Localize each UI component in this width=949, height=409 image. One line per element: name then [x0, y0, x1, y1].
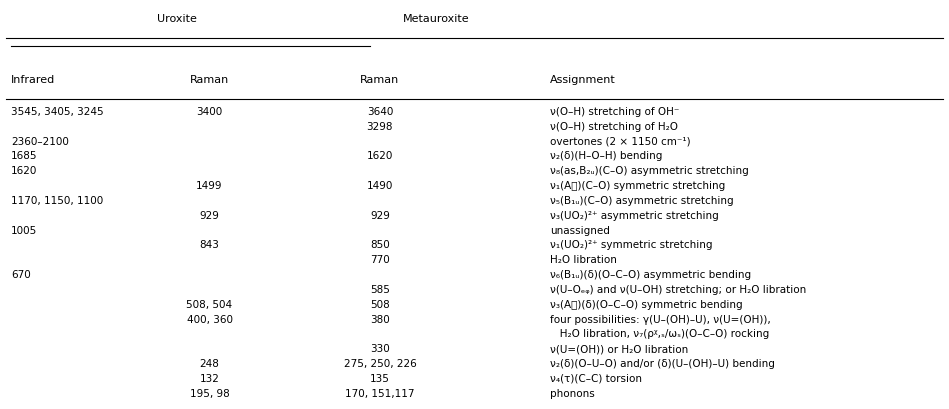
Text: Uroxite: Uroxite [157, 13, 196, 24]
Text: H₂O libration, ν₇(ρᵡ,ₛ/ωₛ)(O–C–O) rocking: H₂O libration, ν₇(ρᵡ,ₛ/ωₛ)(O–C–O) rockin… [550, 329, 770, 339]
Text: ν₂(δ)(O–U–O) and/or (δ)(U–(OH)–U) bending: ν₂(δ)(O–U–O) and/or (δ)(U–(OH)–U) bendin… [550, 359, 775, 369]
Text: unassigned: unassigned [550, 226, 610, 236]
Text: ν(U–Oₑᵩ) and ν(U–OH) stretching; or H₂O libration: ν(U–Oₑᵩ) and ν(U–OH) stretching; or H₂O … [550, 285, 807, 295]
Text: 850: 850 [370, 240, 390, 250]
Text: phonons: phonons [550, 389, 595, 399]
Text: 400, 360: 400, 360 [187, 315, 233, 325]
Text: 1499: 1499 [196, 181, 223, 191]
Text: 3400: 3400 [196, 107, 223, 117]
Text: 508: 508 [370, 300, 390, 310]
Text: Raman: Raman [190, 74, 229, 85]
Text: 670: 670 [10, 270, 30, 280]
Text: Metauroxite: Metauroxite [403, 13, 470, 24]
Text: 585: 585 [370, 285, 390, 295]
Text: 380: 380 [370, 315, 390, 325]
Text: ν₈(as,B₂ᵤ)(C–O) asymmetric stretching: ν₈(as,B₂ᵤ)(C–O) asymmetric stretching [550, 166, 749, 176]
Text: 170, 151,117: 170, 151,117 [345, 389, 415, 399]
Text: 770: 770 [370, 255, 390, 265]
Text: ν₁(UO₂)²⁺ symmetric stretching: ν₁(UO₂)²⁺ symmetric stretching [550, 240, 713, 250]
Text: H₂O libration: H₂O libration [550, 255, 617, 265]
Text: ν₃(UO₂)²⁺ asymmetric stretching: ν₃(UO₂)²⁺ asymmetric stretching [550, 211, 719, 221]
Text: 1170, 1150, 1100: 1170, 1150, 1100 [10, 196, 103, 206]
Text: ν(O–H) stretching of OH⁻: ν(O–H) stretching of OH⁻ [550, 107, 679, 117]
Text: four possibilities: γ(U–(OH)–U), ν(U=(OH)),: four possibilities: γ(U–(OH)–U), ν(U=(OH… [550, 315, 771, 325]
Text: 195, 98: 195, 98 [190, 389, 230, 399]
Text: Assignment: Assignment [550, 74, 616, 85]
Text: 929: 929 [370, 211, 390, 221]
Text: ν₄(τ)(C–C) torsion: ν₄(τ)(C–C) torsion [550, 374, 642, 384]
Text: 1685: 1685 [10, 151, 37, 162]
Text: 1620: 1620 [10, 166, 37, 176]
Text: ν(U=(OH)) or H₂O libration: ν(U=(OH)) or H₂O libration [550, 344, 688, 354]
Text: 1490: 1490 [366, 181, 393, 191]
Text: 330: 330 [370, 344, 390, 354]
Text: 1005: 1005 [10, 226, 37, 236]
Text: 843: 843 [199, 240, 219, 250]
Text: 135: 135 [370, 374, 390, 384]
Text: 1620: 1620 [366, 151, 393, 162]
Text: 275, 250, 226: 275, 250, 226 [344, 359, 417, 369]
Text: 3545, 3405, 3245: 3545, 3405, 3245 [10, 107, 103, 117]
Text: ν(O–H) stretching of H₂O: ν(O–H) stretching of H₂O [550, 122, 679, 132]
Text: ν₆(B₁ᵤ)(δ)(O–C–O) asymmetric bending: ν₆(B₁ᵤ)(δ)(O–C–O) asymmetric bending [550, 270, 752, 280]
Text: ν₂(δ)(H–O–H) bending: ν₂(δ)(H–O–H) bending [550, 151, 662, 162]
Text: Raman: Raman [361, 74, 400, 85]
Text: ν₅(B₁ᵤ)(C–O) asymmetric stretching: ν₅(B₁ᵤ)(C–O) asymmetric stretching [550, 196, 734, 206]
Text: 3640: 3640 [366, 107, 393, 117]
Text: ν₃(Aᶍ)(δ)(O–C–O) symmetric bending: ν₃(Aᶍ)(δ)(O–C–O) symmetric bending [550, 300, 743, 310]
Text: 132: 132 [199, 374, 219, 384]
Text: 3298: 3298 [366, 122, 393, 132]
Text: 2360–2100: 2360–2100 [10, 137, 68, 147]
Text: overtones (2 × 1150 cm⁻¹): overtones (2 × 1150 cm⁻¹) [550, 137, 691, 147]
Text: ν₁(Aᶍ)(C–O) symmetric stretching: ν₁(Aᶍ)(C–O) symmetric stretching [550, 181, 725, 191]
Text: 929: 929 [199, 211, 219, 221]
Text: Infrared: Infrared [10, 74, 55, 85]
Text: 248: 248 [199, 359, 219, 369]
Text: 508, 504: 508, 504 [187, 300, 233, 310]
